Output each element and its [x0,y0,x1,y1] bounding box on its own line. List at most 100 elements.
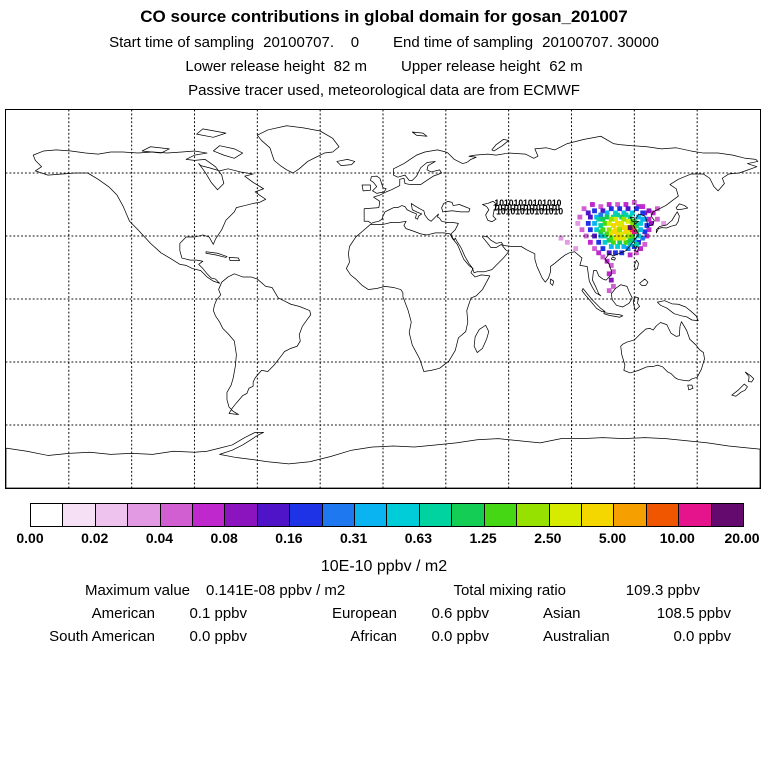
region-label: European [331,605,397,622]
region-value: 0.1 ppbv [189,605,247,622]
colorbar-segment [614,504,647,526]
concentration-cell [625,233,631,239]
region-label: South American [49,628,155,645]
concentration-cell [640,216,646,222]
concentration-cell [606,271,612,277]
start-time-label: Start time of sampling [109,34,255,51]
concentration-cell [608,244,614,249]
concentration-cell [583,233,589,239]
coastlines [6,125,760,488]
concentration-cell [596,239,602,245]
colorbar-segment [290,504,323,526]
concentration-cell [579,227,585,233]
concentration-cell [608,262,614,268]
concentration-cell [604,214,610,220]
lower-release-label: Lower release height [185,58,325,75]
concentration-cell [610,283,616,289]
concentration-cell [621,244,627,249]
concentration-cell [623,239,629,245]
concentration-cell [621,225,627,231]
colorbar-segment [679,504,712,526]
concentration-cell [636,214,641,220]
concentration-cell [634,241,639,247]
concentration-cell [654,216,660,222]
colorbar-segment [193,504,226,526]
region-contributions: American 0.1 ppbv European 0.6 ppbv Asian 108… [0,605,768,645]
region-stats-row: American 0.1 ppbv European 0.6 ppbv Asian 108… [0,605,768,622]
concentration-cell [615,231,620,237]
colorbar-tick-label: 0.31 [340,530,368,546]
annotation-text: 10101010101010 [494,198,561,208]
concentration-cell [585,210,591,216]
concentration-cell [615,202,620,207]
colorbar-tick-label: 10.00 [659,530,695,546]
concentration-cell [623,212,629,218]
concentration-cell [623,202,629,207]
region-value: 108.5 ppbv [656,605,731,622]
concentration-cell [640,210,646,216]
max-value: 0.141E-08 ppbv / m2 [206,582,346,599]
concentration-cell [598,223,604,228]
region-value: 0.0 ppbv [673,628,731,645]
concentration-cell [617,235,623,241]
concentration-cell [619,250,625,256]
concentration-cell [613,250,618,256]
colorbar-segment [419,504,453,526]
concentration-cell [646,208,652,214]
colorbar-tick-label: 0.63 [404,530,432,546]
max-total-row: Maximum value 0.141E-08 ppbv / m2 Total … [0,582,768,599]
colorbar-segment [31,504,64,526]
concentration-cell [608,235,614,241]
sampling-time-line: Start time of sampling 20100707. 0 End ti… [0,34,768,51]
concentration-cell [600,227,606,233]
concentration-cell [602,220,608,226]
concentration-cell [606,227,612,233]
colorbar-tick-label: 1.25 [469,530,497,546]
region-label: African [350,628,397,645]
map-annotation: 1010101010101010101010101010101010101010… [493,198,563,216]
colorbar-segment [322,504,356,526]
concentration-cell [627,225,633,231]
concentration-cell [590,202,595,207]
colorbar-segment [355,504,388,526]
colorbar-tick-label: 5.00 [598,530,627,546]
concentration-cell [629,233,635,239]
concentration-cell [638,246,644,252]
concentration-cell [600,246,606,252]
concentration-cell [619,220,625,226]
world-map: 10101010101010 10101010101010 101010101010… [5,109,761,489]
concentration-cell [610,269,616,275]
map-svg: 1010101010101010101010101010101010101010… [6,110,760,488]
region-value: 0.6 ppbv [431,605,489,622]
concentration-cell [600,254,606,260]
concentration-cell [598,233,604,239]
colorbar-unit: 10E-10 ppbv / m2 [320,558,448,575]
colorbar-tick-label: 0.00 [16,530,44,546]
concentration-cells [558,199,667,294]
colorbar-segment [128,504,161,526]
concentration-cell [585,220,591,226]
colorbar-segment [581,504,615,526]
concentration-cell [596,216,602,222]
concentration-cell [613,216,618,222]
region-label: Asian [543,605,581,622]
annotation-text: 10101010101010 [496,207,563,217]
concentration-cell [608,277,614,283]
concentration-cell [646,227,652,233]
concentration-cell [615,244,620,249]
concentration-cell [638,227,644,233]
end-time-value: 20100707. 30000 [542,34,659,51]
concentration-cell [608,206,614,212]
colorbar-segment [160,504,194,526]
colorbar-segment [452,504,485,526]
upper-release-value: 62 m [549,58,583,75]
concentration-cell [606,250,612,256]
colorbar-segment [549,504,582,526]
concentration-cell [627,237,633,243]
concentration-cell [623,229,629,235]
concentration-cell [621,235,627,241]
total-mixing-ratio-value: 109.3 ppbv [625,582,700,599]
concentration-cell [654,206,660,212]
concentration-cell [640,235,646,241]
max-value-label: Maximum value [84,582,190,599]
